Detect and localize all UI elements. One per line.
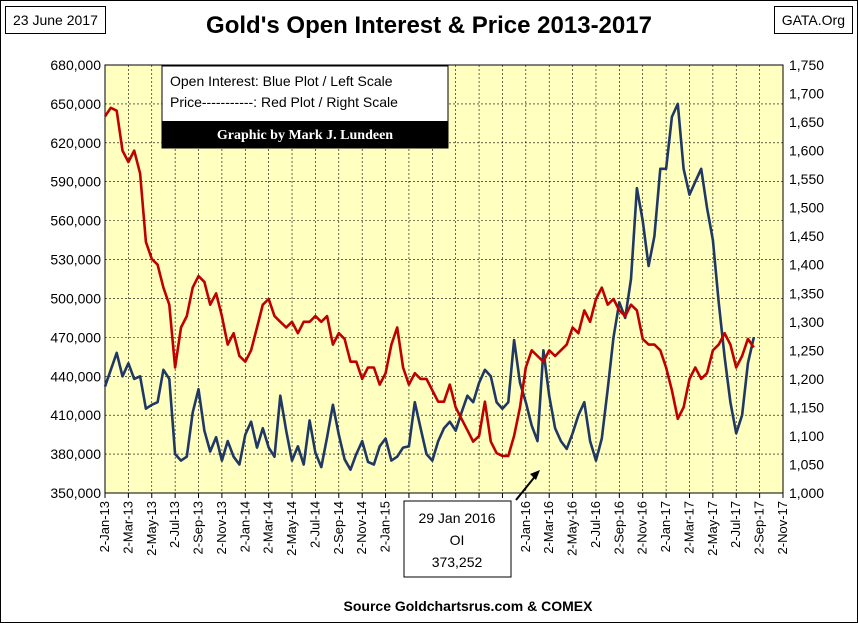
- x-tick-label: 2-May-13: [144, 501, 159, 556]
- x-tick-label: 2-Jan-13: [97, 501, 112, 552]
- x-tick-label: 2-Jan-14: [237, 501, 252, 552]
- left-tick-label: 680,000: [50, 57, 101, 73]
- annotation-label: OI: [450, 532, 465, 548]
- x-tick-label: 2-Sep-16: [611, 501, 626, 554]
- x-tick-label: 2-Jul-13: [167, 501, 182, 548]
- left-axis: 350,000 380,000 410,000 440,000 470,000 500,0…: [50, 57, 101, 501]
- left-tick-label: 620,000: [50, 135, 101, 151]
- chart-svg: 350,000 380,000 410,000 440,000 470,000 500,0…: [0, 0, 858, 623]
- x-tick-label: 2-Mar-17: [681, 501, 696, 554]
- right-tick-label: 1,100: [789, 428, 824, 444]
- x-tick-label: 2-Mar-13: [120, 501, 135, 554]
- right-tick-label: 1,000: [789, 485, 824, 501]
- x-tick-label: 2-May-17: [705, 501, 720, 556]
- left-tick-label: 440,000: [50, 368, 101, 384]
- right-tick-label: 1,050: [789, 456, 824, 472]
- right-tick-label: 1,300: [789, 314, 824, 330]
- x-tick-label: 2-Mar-14: [261, 501, 276, 554]
- credit-text: Graphic by Mark J. Lundeen: [217, 128, 393, 143]
- right-tick-label: 1,650: [789, 114, 824, 130]
- left-tick-label: 530,000: [50, 252, 101, 268]
- left-tick-label: 590,000: [50, 174, 101, 190]
- left-tick-label: 560,000: [50, 213, 101, 229]
- x-tick-label: 2-Nov-13: [214, 501, 229, 554]
- x-tick-label: 2-May-16: [565, 501, 580, 556]
- x-tick-label: 2-Jan-16: [518, 501, 533, 552]
- right-tick-label: 1,400: [789, 257, 824, 273]
- right-tick-label: 1,200: [789, 371, 824, 387]
- right-tick-label: 1,450: [789, 228, 824, 244]
- left-tick-label: 350,000: [50, 485, 101, 501]
- left-tick-label: 500,000: [50, 290, 101, 306]
- legend: Open Interest: Blue Plot / Left Scale Pr…: [162, 66, 448, 148]
- right-axis: 1,000 1,050 1,100 1,150 1,200 1,250 1,300 1,350…: [789, 57, 824, 501]
- x-tick-label: 2-Nov-14: [354, 501, 369, 554]
- right-tick-label: 1,750: [789, 57, 824, 73]
- x-tick-label: 2-Mar-16: [541, 501, 556, 554]
- source-label: Source Goldchartsrus.com & COMEX: [344, 598, 594, 614]
- x-tick-label: 2-Nov-16: [635, 501, 650, 554]
- right-tick-label: 1,500: [789, 200, 824, 216]
- x-tick-label: 2-Jan-15: [378, 501, 393, 552]
- x-tick-label: 2-Jan-17: [658, 501, 673, 552]
- legend-line-1: Open Interest: Blue Plot / Left Scale: [170, 73, 393, 89]
- right-tick-label: 1,250: [789, 342, 824, 358]
- annotation-value: 373,252: [432, 554, 483, 570]
- right-tick-label: 1,700: [789, 86, 824, 102]
- x-tick-label: 2-Sep-13: [191, 501, 206, 554]
- x-tick-label: 2-Jul-17: [728, 501, 743, 548]
- right-tick-label: 1,600: [789, 143, 824, 159]
- x-tick-label: 2-Jul-14: [307, 501, 322, 548]
- right-tick-label: 1,350: [789, 285, 824, 301]
- right-tick-label: 1,550: [789, 171, 824, 187]
- x-tick-label: 2-May-14: [284, 501, 299, 556]
- x-tick-label: 2-Nov-17: [775, 501, 790, 554]
- x-tick-label: 2-Jul-16: [588, 501, 603, 548]
- x-tick-label: 2-Sep-14: [331, 501, 346, 554]
- x-tick-label: 2-Sep-17: [752, 501, 767, 554]
- right-tick-label: 1,150: [789, 399, 824, 415]
- left-tick-label: 650,000: [50, 96, 101, 112]
- legend-line-2: Price-----------: Red Plot / Right Scale: [170, 94, 398, 110]
- left-tick-label: 470,000: [50, 329, 101, 345]
- annotation-date: 29 Jan 2016: [418, 510, 495, 526]
- left-tick-label: 380,000: [50, 446, 101, 462]
- left-tick-label: 410,000: [50, 407, 101, 423]
